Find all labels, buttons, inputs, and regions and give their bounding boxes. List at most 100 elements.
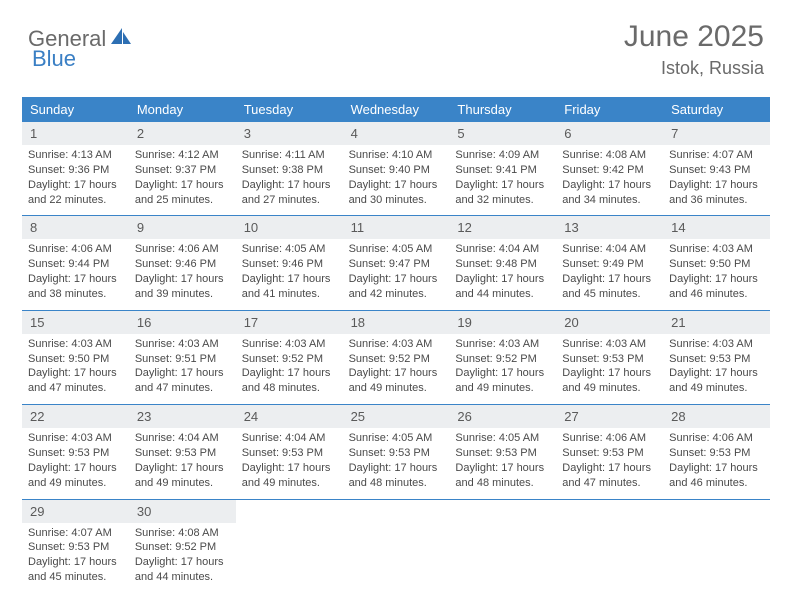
sunrise-text: Sunrise: 4:03 AM bbox=[28, 431, 123, 446]
day-info: Sunrise: 4:08 AMSunset: 9:42 PMDaylight:… bbox=[556, 145, 663, 207]
day-cell: 10Sunrise: 4:05 AMSunset: 9:46 PMDayligh… bbox=[236, 216, 343, 309]
daylight-text-1: Daylight: 17 hours bbox=[242, 461, 337, 476]
day-number: 10 bbox=[236, 216, 343, 239]
day-cell bbox=[343, 500, 450, 593]
day-cell: 21Sunrise: 4:03 AMSunset: 9:53 PMDayligh… bbox=[663, 311, 770, 404]
day-number: 13 bbox=[556, 216, 663, 239]
day-cell: 17Sunrise: 4:03 AMSunset: 9:52 PMDayligh… bbox=[236, 311, 343, 404]
weekday-header-row: Sunday Monday Tuesday Wednesday Thursday… bbox=[22, 97, 770, 122]
sunset-text: Sunset: 9:52 PM bbox=[242, 352, 337, 367]
day-info: Sunrise: 4:10 AMSunset: 9:40 PMDaylight:… bbox=[343, 145, 450, 207]
sunset-text: Sunset: 9:47 PM bbox=[349, 257, 444, 272]
sunset-text: Sunset: 9:46 PM bbox=[135, 257, 230, 272]
day-number: 7 bbox=[663, 122, 770, 145]
day-number: 8 bbox=[22, 216, 129, 239]
day-cell: 24Sunrise: 4:04 AMSunset: 9:53 PMDayligh… bbox=[236, 405, 343, 498]
weekday-header: Wednesday bbox=[343, 97, 450, 122]
day-cell: 30Sunrise: 4:08 AMSunset: 9:52 PMDayligh… bbox=[129, 500, 236, 593]
weekday-header: Thursday bbox=[449, 97, 556, 122]
day-number: 22 bbox=[22, 405, 129, 428]
weekday-header: Sunday bbox=[22, 97, 129, 122]
week-row: 1Sunrise: 4:13 AMSunset: 9:36 PMDaylight… bbox=[22, 122, 770, 216]
day-cell: 27Sunrise: 4:06 AMSunset: 9:53 PMDayligh… bbox=[556, 405, 663, 498]
daylight-text-1: Daylight: 17 hours bbox=[455, 178, 550, 193]
daylight-text-1: Daylight: 17 hours bbox=[562, 178, 657, 193]
sunrise-text: Sunrise: 4:06 AM bbox=[669, 431, 764, 446]
day-cell: 7Sunrise: 4:07 AMSunset: 9:43 PMDaylight… bbox=[663, 122, 770, 215]
daylight-text-1: Daylight: 17 hours bbox=[669, 272, 764, 287]
day-number: 26 bbox=[449, 405, 556, 428]
sunrise-text: Sunrise: 4:06 AM bbox=[562, 431, 657, 446]
daylight-text-2: and 49 minutes. bbox=[28, 476, 123, 491]
day-info: Sunrise: 4:03 AMSunset: 9:53 PMDaylight:… bbox=[22, 428, 129, 490]
day-number: 17 bbox=[236, 311, 343, 334]
daylight-text-1: Daylight: 17 hours bbox=[562, 366, 657, 381]
sunset-text: Sunset: 9:36 PM bbox=[28, 163, 123, 178]
day-number: 23 bbox=[129, 405, 236, 428]
day-cell: 8Sunrise: 4:06 AMSunset: 9:44 PMDaylight… bbox=[22, 216, 129, 309]
day-cell bbox=[663, 500, 770, 593]
week-row: 8Sunrise: 4:06 AMSunset: 9:44 PMDaylight… bbox=[22, 216, 770, 310]
sunrise-text: Sunrise: 4:09 AM bbox=[455, 148, 550, 163]
day-info: Sunrise: 4:11 AMSunset: 9:38 PMDaylight:… bbox=[236, 145, 343, 207]
sunrise-text: Sunrise: 4:05 AM bbox=[455, 431, 550, 446]
day-cell: 20Sunrise: 4:03 AMSunset: 9:53 PMDayligh… bbox=[556, 311, 663, 404]
sunset-text: Sunset: 9:38 PM bbox=[242, 163, 337, 178]
daylight-text-1: Daylight: 17 hours bbox=[349, 178, 444, 193]
day-info: Sunrise: 4:03 AMSunset: 9:52 PMDaylight:… bbox=[236, 334, 343, 396]
sunset-text: Sunset: 9:41 PM bbox=[455, 163, 550, 178]
sunset-text: Sunset: 9:53 PM bbox=[669, 446, 764, 461]
daylight-text-1: Daylight: 17 hours bbox=[28, 366, 123, 381]
day-cell: 11Sunrise: 4:05 AMSunset: 9:47 PMDayligh… bbox=[343, 216, 450, 309]
daylight-text-2: and 48 minutes. bbox=[455, 476, 550, 491]
daylight-text-1: Daylight: 17 hours bbox=[455, 366, 550, 381]
sunrise-text: Sunrise: 4:08 AM bbox=[135, 526, 230, 541]
day-number: 19 bbox=[449, 311, 556, 334]
sunset-text: Sunset: 9:53 PM bbox=[455, 446, 550, 461]
day-cell: 6Sunrise: 4:08 AMSunset: 9:42 PMDaylight… bbox=[556, 122, 663, 215]
logo-blue-wrap: Blue bbox=[32, 46, 76, 72]
day-cell: 9Sunrise: 4:06 AMSunset: 9:46 PMDaylight… bbox=[129, 216, 236, 309]
day-cell: 29Sunrise: 4:07 AMSunset: 9:53 PMDayligh… bbox=[22, 500, 129, 593]
sunrise-text: Sunrise: 4:06 AM bbox=[28, 242, 123, 257]
day-number: 5 bbox=[449, 122, 556, 145]
day-info: Sunrise: 4:04 AMSunset: 9:49 PMDaylight:… bbox=[556, 239, 663, 301]
daylight-text-2: and 44 minutes. bbox=[135, 570, 230, 585]
sunrise-text: Sunrise: 4:04 AM bbox=[135, 431, 230, 446]
daylight-text-2: and 49 minutes. bbox=[242, 476, 337, 491]
day-info: Sunrise: 4:06 AMSunset: 9:53 PMDaylight:… bbox=[556, 428, 663, 490]
sunset-text: Sunset: 9:44 PM bbox=[28, 257, 123, 272]
day-cell bbox=[449, 500, 556, 593]
daylight-text-1: Daylight: 17 hours bbox=[242, 272, 337, 287]
sunrise-text: Sunrise: 4:12 AM bbox=[135, 148, 230, 163]
sunrise-text: Sunrise: 4:05 AM bbox=[349, 431, 444, 446]
daylight-text-2: and 32 minutes. bbox=[455, 193, 550, 208]
daylight-text-2: and 42 minutes. bbox=[349, 287, 444, 302]
daylight-text-2: and 49 minutes. bbox=[135, 476, 230, 491]
day-number: 29 bbox=[22, 500, 129, 523]
day-number: 27 bbox=[556, 405, 663, 428]
day-cell bbox=[236, 500, 343, 593]
sunrise-text: Sunrise: 4:03 AM bbox=[135, 337, 230, 352]
sunset-text: Sunset: 9:52 PM bbox=[455, 352, 550, 367]
daylight-text-2: and 22 minutes. bbox=[28, 193, 123, 208]
day-number: 4 bbox=[343, 122, 450, 145]
sunrise-text: Sunrise: 4:07 AM bbox=[28, 526, 123, 541]
daylight-text-1: Daylight: 17 hours bbox=[242, 178, 337, 193]
daylight-text-2: and 45 minutes. bbox=[562, 287, 657, 302]
sunset-text: Sunset: 9:53 PM bbox=[562, 446, 657, 461]
sunrise-text: Sunrise: 4:06 AM bbox=[135, 242, 230, 257]
day-info: Sunrise: 4:06 AMSunset: 9:44 PMDaylight:… bbox=[22, 239, 129, 301]
daylight-text-1: Daylight: 17 hours bbox=[135, 461, 230, 476]
day-number: 14 bbox=[663, 216, 770, 239]
daylight-text-2: and 45 minutes. bbox=[28, 570, 123, 585]
daylight-text-2: and 47 minutes. bbox=[562, 476, 657, 491]
day-info: Sunrise: 4:05 AMSunset: 9:47 PMDaylight:… bbox=[343, 239, 450, 301]
daylight-text-2: and 30 minutes. bbox=[349, 193, 444, 208]
day-info: Sunrise: 4:04 AMSunset: 9:53 PMDaylight:… bbox=[236, 428, 343, 490]
day-info: Sunrise: 4:03 AMSunset: 9:52 PMDaylight:… bbox=[343, 334, 450, 396]
daylight-text-2: and 49 minutes. bbox=[349, 381, 444, 396]
daylight-text-2: and 49 minutes. bbox=[455, 381, 550, 396]
day-cell: 12Sunrise: 4:04 AMSunset: 9:48 PMDayligh… bbox=[449, 216, 556, 309]
week-row: 15Sunrise: 4:03 AMSunset: 9:50 PMDayligh… bbox=[22, 311, 770, 405]
